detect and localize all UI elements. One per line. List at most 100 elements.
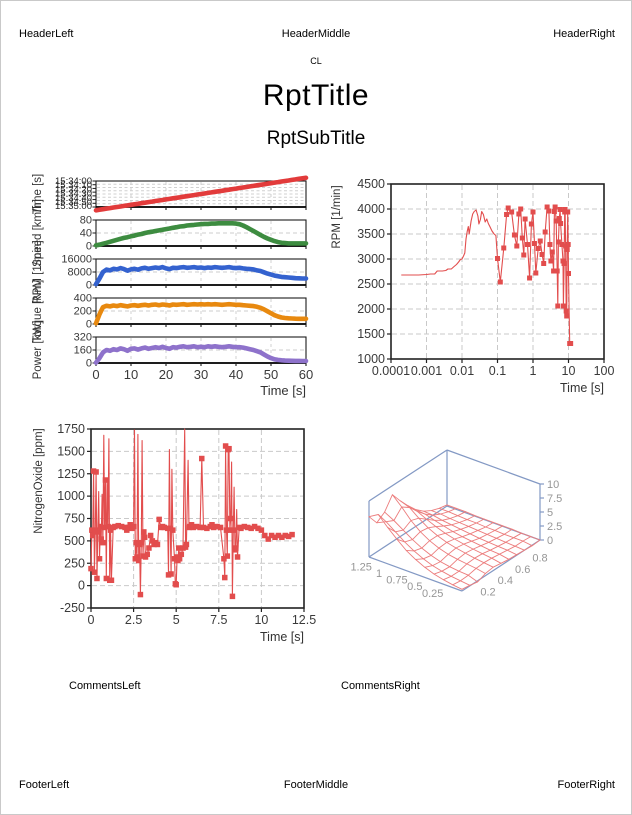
svg-text:0.01: 0.01 bbox=[450, 364, 474, 378]
header-middle: HeaderMiddle bbox=[281, 28, 351, 40]
svg-text:0.001: 0.001 bbox=[411, 364, 442, 378]
svg-text:0: 0 bbox=[86, 241, 92, 253]
svg-text:4000: 4000 bbox=[357, 202, 385, 216]
svg-text:0: 0 bbox=[92, 367, 99, 382]
nox-chart: -250 0 250 500 750 1000 1250 1500 1750 0 2.5 5 7.5 10… bbox=[29, 413, 321, 658]
svg-text:1: 1 bbox=[530, 364, 537, 378]
svg-text:15:34:20: 15:34:20 bbox=[55, 184, 92, 195]
footer-left: FooterLeft bbox=[19, 779, 70, 791]
svg-text:15:34:10: 15:34:10 bbox=[55, 180, 92, 191]
svg-text:4500: 4500 bbox=[357, 177, 385, 191]
report-title: RptTitle bbox=[262, 79, 370, 112]
svg-text:0: 0 bbox=[86, 280, 92, 292]
svg-text:5: 5 bbox=[547, 507, 553, 519]
svg-text:15:35:00: 15:35:00 bbox=[55, 201, 92, 212]
svg-text:250: 250 bbox=[64, 556, 85, 570]
svg-text:2500: 2500 bbox=[357, 277, 385, 291]
svg-text:7.5: 7.5 bbox=[547, 493, 562, 505]
svg-text:3000: 3000 bbox=[357, 252, 385, 266]
svg-text:16000: 16000 bbox=[61, 254, 92, 266]
comments-right: CommentsRight bbox=[341, 680, 420, 692]
svg-text:1: 1 bbox=[376, 568, 382, 580]
surface-chart: 0 2.5 5 7.5 10 0.25 0.5 0.75 1 1.25 0.2 0.4 0.6 0.8 bbox=[319, 413, 621, 663]
svg-text:Time [s]: Time [s] bbox=[260, 630, 304, 644]
svg-text:15:34:00: 15:34:00 bbox=[55, 176, 92, 187]
svg-text:Time [s]: Time [s] bbox=[32, 174, 44, 214]
svg-text:Speed [km/h]: Speed [km/h] bbox=[32, 199, 44, 267]
svg-text:0: 0 bbox=[78, 579, 85, 593]
svg-text:50: 50 bbox=[264, 367, 278, 382]
svg-text:10: 10 bbox=[547, 479, 559, 491]
svg-text:1000: 1000 bbox=[57, 489, 85, 503]
svg-text:10: 10 bbox=[254, 613, 268, 627]
svg-text:80: 80 bbox=[80, 215, 92, 227]
svg-text:750: 750 bbox=[64, 512, 85, 526]
svg-text:5: 5 bbox=[173, 613, 180, 627]
svg-text:0.5: 0.5 bbox=[407, 581, 422, 593]
svg-text:15:34:40: 15:34:40 bbox=[55, 193, 92, 204]
svg-text:500: 500 bbox=[64, 534, 85, 548]
classification-label: CL bbox=[310, 56, 322, 66]
svg-text:0: 0 bbox=[547, 535, 553, 547]
svg-text:0.6: 0.6 bbox=[515, 564, 530, 576]
rpm-chart: 1000 1500 2000 2500 3000 3500 4000 4500 0.0001 0.… bbox=[331, 167, 623, 404]
svg-text:7.5: 7.5 bbox=[210, 613, 227, 627]
svg-text:0.0001: 0.0001 bbox=[372, 364, 410, 378]
surface-chart-svg: 0 2.5 5 7.5 10 0.250.50.75 1 1.25 0.20.40.60.8 bbox=[350, 449, 562, 600]
svg-text:0: 0 bbox=[86, 358, 92, 370]
svg-text:Torque [Nm]: Torque [Nm] bbox=[32, 280, 44, 343]
svg-text:-250: -250 bbox=[60, 601, 85, 615]
svg-text:40: 40 bbox=[229, 367, 243, 382]
svg-text:Power [kW]: Power [kW] bbox=[32, 321, 44, 380]
svg-text:NitrogenOxide [ppm]: NitrogenOxide [ppm] bbox=[33, 428, 45, 533]
svg-text:1750: 1750 bbox=[57, 422, 85, 436]
svg-text:12.5: 12.5 bbox=[292, 613, 316, 627]
svg-text:RPM [1/min]: RPM [1/min] bbox=[32, 240, 44, 303]
svg-text:1500: 1500 bbox=[357, 327, 385, 341]
footer-right: FooterRight bbox=[557, 779, 615, 791]
strip-charts: 15:34:00 15:34:10 15:34:20 15:34:30 15:34:40… bbox=[29, 167, 321, 410]
svg-text:400: 400 bbox=[74, 293, 92, 305]
svg-text:2.5: 2.5 bbox=[547, 521, 562, 533]
header-left: HeaderLeft bbox=[19, 28, 74, 40]
svg-text:60: 60 bbox=[299, 367, 313, 382]
svg-text:1000: 1000 bbox=[357, 352, 385, 366]
svg-text:40: 40 bbox=[80, 228, 92, 240]
svg-text:0: 0 bbox=[86, 319, 92, 331]
svg-text:2.5: 2.5 bbox=[125, 613, 142, 627]
svg-text:3500: 3500 bbox=[357, 227, 385, 241]
svg-text:160: 160 bbox=[74, 345, 92, 357]
svg-text:10: 10 bbox=[124, 367, 138, 382]
svg-text:RPM [1/min]: RPM [1/min] bbox=[331, 185, 343, 248]
svg-text:0.8: 0.8 bbox=[532, 553, 547, 565]
svg-text:30: 30 bbox=[194, 367, 208, 382]
svg-text:15:34:50: 15:34:50 bbox=[55, 197, 92, 208]
svg-text:0.4: 0.4 bbox=[498, 575, 513, 587]
report-subtitle: RptSubTitle bbox=[266, 128, 366, 149]
svg-text:1.25: 1.25 bbox=[350, 562, 371, 574]
svg-text:1250: 1250 bbox=[57, 467, 85, 481]
svg-text:2000: 2000 bbox=[357, 302, 385, 316]
svg-text:Time [s]: Time [s] bbox=[560, 381, 604, 395]
svg-text:1500: 1500 bbox=[57, 444, 85, 458]
svg-text:Time [s]: Time [s] bbox=[260, 383, 306, 398]
comments-left: CommentsLeft bbox=[69, 680, 141, 692]
svg-text:10: 10 bbox=[562, 364, 576, 378]
svg-text:320: 320 bbox=[74, 332, 92, 344]
svg-text:0.2: 0.2 bbox=[480, 587, 495, 599]
svg-text:0.25: 0.25 bbox=[422, 588, 443, 600]
footer-middle: FooterMiddle bbox=[283, 779, 349, 791]
svg-text:0: 0 bbox=[88, 613, 95, 627]
svg-text:200: 200 bbox=[74, 306, 92, 318]
svg-text:20: 20 bbox=[159, 367, 173, 382]
svg-text:100: 100 bbox=[594, 364, 615, 378]
strip-charts-svg: 15:34:0015:34:1015:34:2015:34:3015:34:40… bbox=[32, 174, 313, 398]
svg-text:0.1: 0.1 bbox=[489, 364, 506, 378]
svg-text:15:34:30: 15:34:30 bbox=[55, 189, 92, 200]
svg-text:8000: 8000 bbox=[68, 267, 92, 279]
header-right: HeaderRight bbox=[553, 28, 615, 40]
svg-text:0.75: 0.75 bbox=[386, 575, 407, 587]
